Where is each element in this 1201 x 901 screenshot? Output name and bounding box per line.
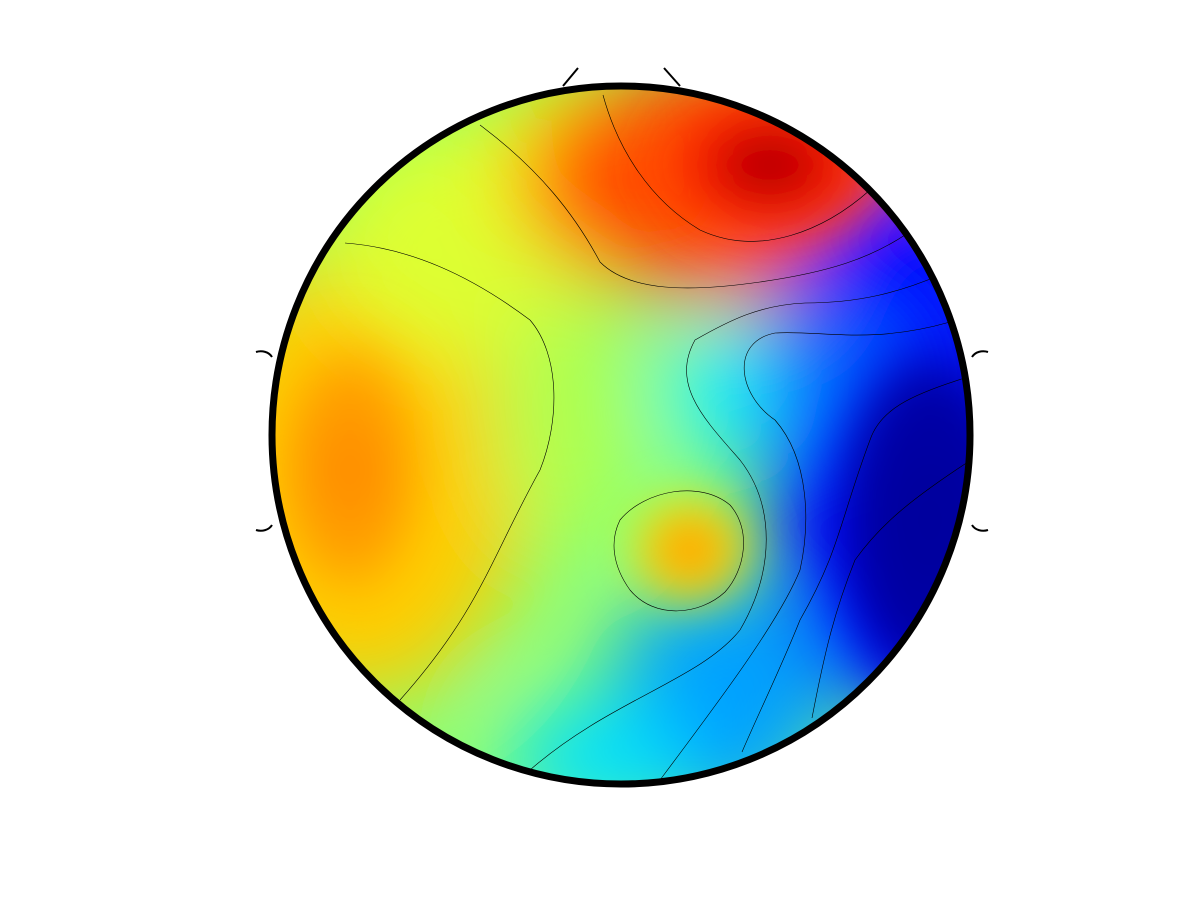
contour-line-1 (479, 124, 906, 289)
left-ear (255, 350, 273, 532)
contour-line-7 (811, 461, 967, 719)
contour-line-6 (741, 377, 966, 753)
contour-line-8 (613, 490, 744, 612)
contour-line-5 (659, 321, 951, 781)
contour-line-4 (529, 274, 941, 771)
contour-line-3 (344, 242, 555, 701)
head-outline (268, 82, 974, 788)
nose (562, 67, 681, 87)
right-ear (971, 350, 989, 532)
contour-lines (344, 94, 967, 781)
contour-line-2 (602, 94, 871, 242)
potential-field (275, 89, 967, 781)
